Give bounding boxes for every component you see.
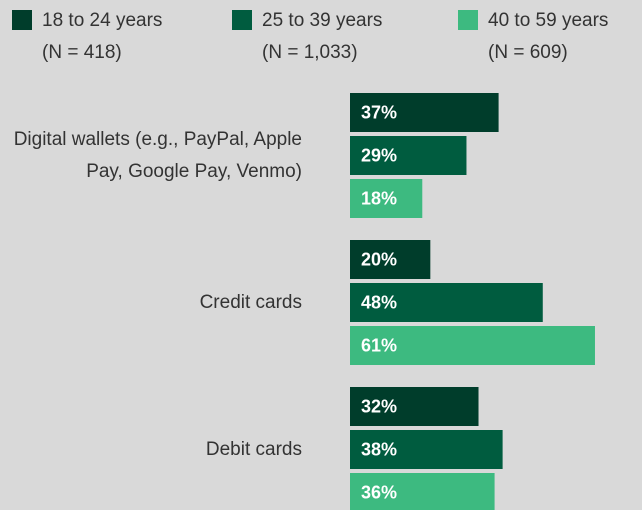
value-label: 61% (361, 335, 397, 355)
value-label: 29% (361, 145, 397, 165)
legend-swatch (232, 10, 252, 30)
bar (350, 136, 467, 175)
category-label: Credit cards (199, 291, 302, 313)
value-label: 20% (361, 249, 397, 269)
bar (350, 473, 495, 510)
bar (350, 240, 431, 279)
legend-label: 25 to 39 years (262, 10, 382, 31)
legend-swatch (458, 10, 478, 30)
value-label: 32% (361, 396, 397, 416)
value-label: 36% (361, 482, 397, 502)
category-label: Debit cards (205, 438, 302, 460)
value-label: 48% (361, 292, 397, 312)
legend-label: 18 to 24 years (42, 10, 162, 31)
value-label: 37% (361, 102, 397, 122)
legend-sample: (N = 418) (42, 42, 122, 63)
legend-label: 40 to 59 years (488, 10, 608, 31)
bar (350, 430, 503, 469)
bar (350, 326, 595, 365)
legend-swatch (12, 10, 32, 30)
legend-sample: (N = 609) (488, 42, 568, 63)
bar (350, 179, 423, 218)
category-label: Digital wallets (e.g., PayPal, Apple Pay… (13, 128, 302, 182)
legend-sample: (N = 1,033) (262, 42, 358, 63)
bar (350, 93, 499, 132)
bar (350, 283, 543, 322)
bar (350, 387, 479, 426)
value-label: 18% (361, 188, 397, 208)
value-label: 38% (361, 439, 397, 459)
